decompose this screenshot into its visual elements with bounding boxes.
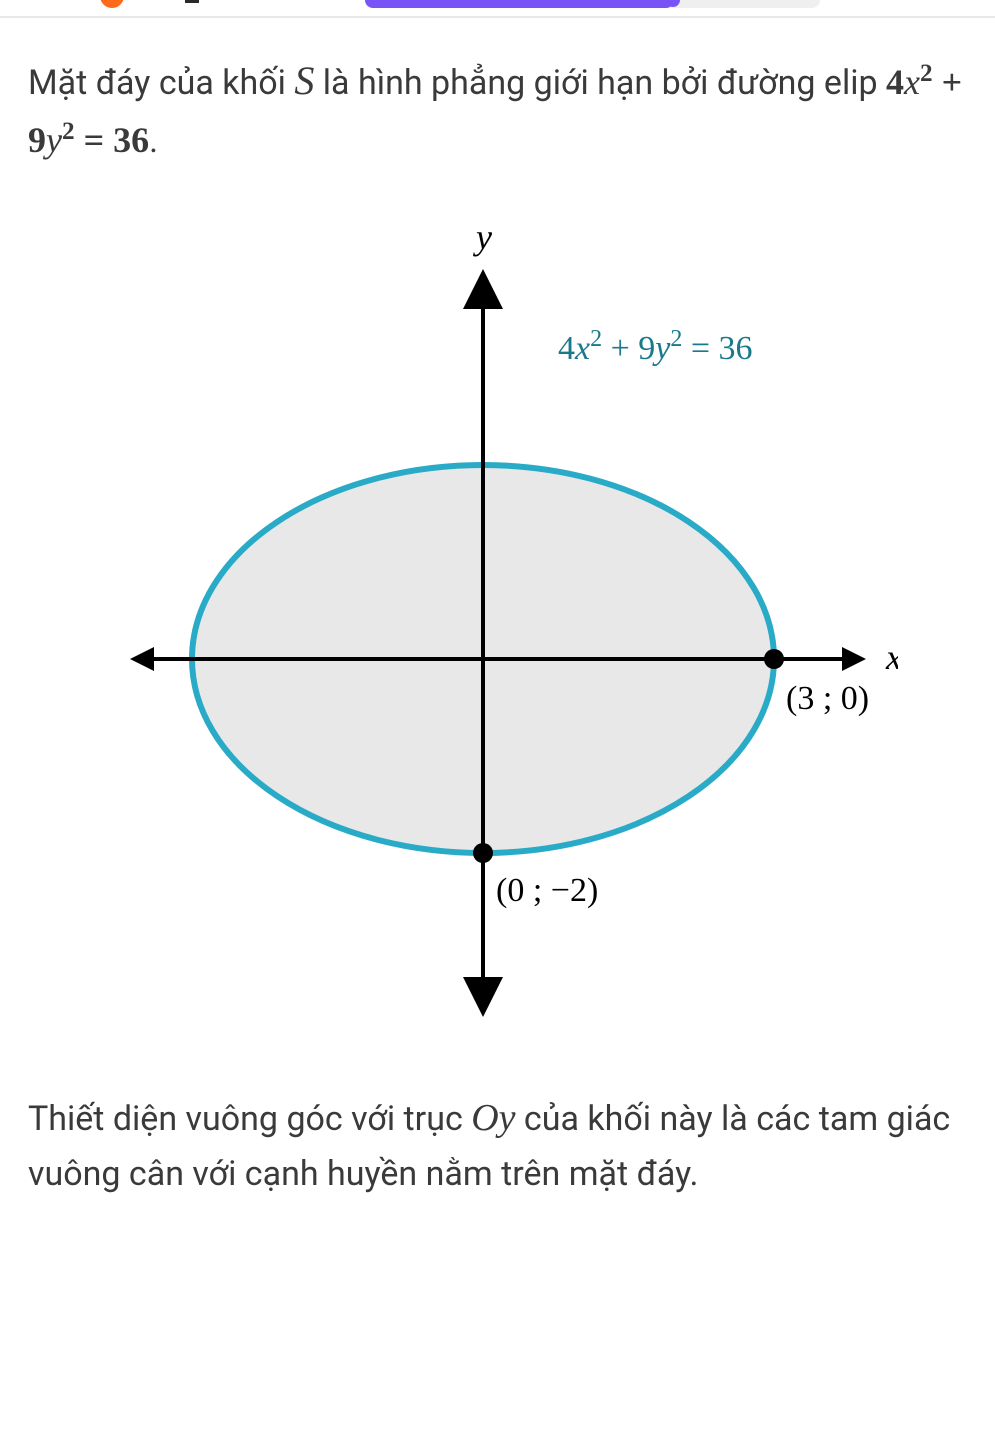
close-icon[interactable] (185, 0, 199, 3)
streak-icon (100, 0, 124, 8)
point-3-0 (764, 649, 784, 669)
point-3-0-label: (3 ; 0) (786, 680, 869, 717)
text-post: là hình phẳng giới hạn bởi đường elip (314, 63, 886, 103)
point-0-neg2-label: (0 ; −2) (496, 872, 598, 909)
y-axis-arrow-down (471, 991, 495, 1015)
x-axis-arrow-left (130, 647, 154, 671)
ellipse-equation-label: 4x2 + 9y2 = 36 (558, 326, 753, 367)
y-axis-label: y (473, 217, 492, 257)
problem-content: Mặt đáy của khối S là hình phẳng giới hạ… (0, 18, 995, 1272)
text-end: . (149, 121, 158, 161)
coordinate-diagram: y x 4x2 + 9y2 = 36 (3 ; 0) (0 ; −2) (98, 209, 898, 1039)
progress-fill (365, 0, 674, 8)
point-0-neg2 (473, 843, 493, 863)
problem-statement-2: Thiết diện vuông góc với trục Oy của khố… (28, 1089, 967, 1201)
progress-bar (365, 0, 820, 8)
diagram-container: y x 4x2 + 9y2 = 36 (3 ; 0) (0 ; −2) (28, 209, 967, 1039)
problem-statement-1: Mặt đáy của khối S là hình phẳng giới hạ… (28, 50, 967, 169)
x-axis-arrow-right (842, 647, 866, 671)
cross-section-pre: Thiết diện vuông góc với trục (28, 1099, 471, 1139)
y-axis-arrow-up (471, 271, 495, 295)
top-toolbar (0, 0, 995, 18)
text-pre: Mặt đáy của khối (28, 63, 294, 103)
variable-S: S (294, 58, 314, 103)
x-axis-label: x (885, 637, 898, 677)
variable-Oy: Oy (471, 1097, 515, 1139)
progress-thumb (666, 0, 680, 7)
